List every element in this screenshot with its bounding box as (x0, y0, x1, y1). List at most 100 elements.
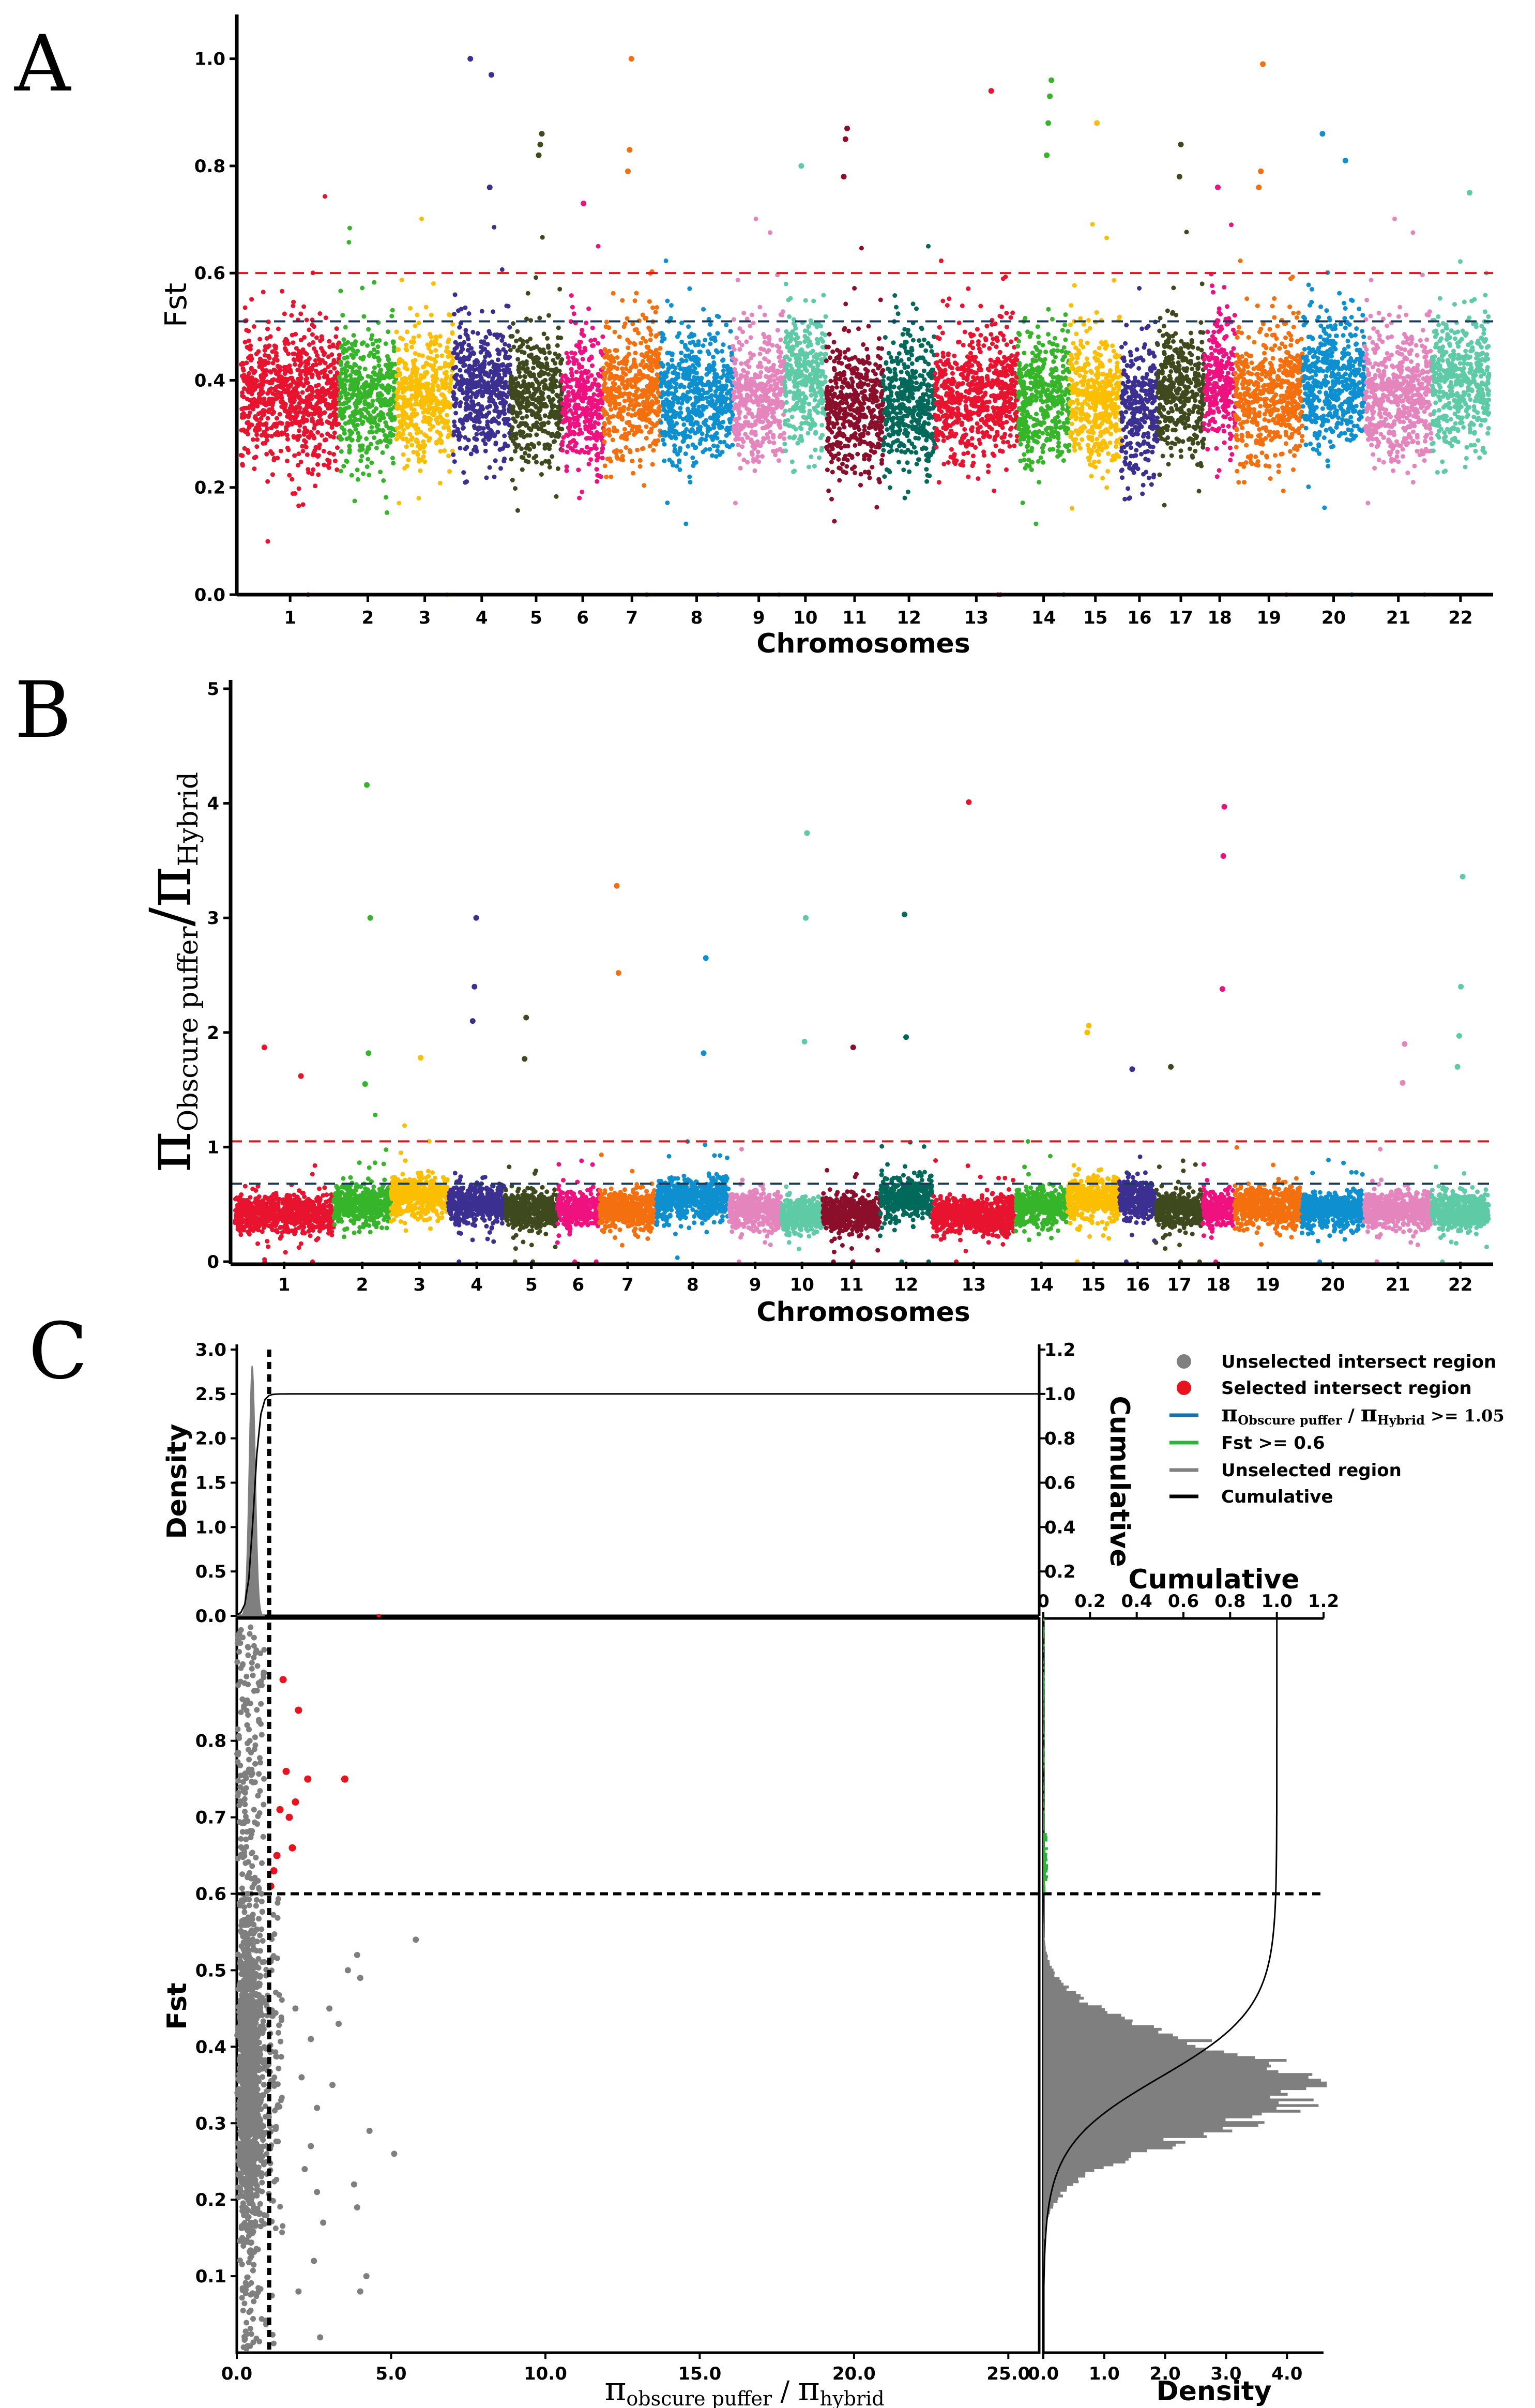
selected-point (279, 1676, 287, 1684)
y-tick-label: 1 (207, 1137, 219, 1158)
outlier-point (844, 125, 850, 131)
x-tick-label: 3 (414, 1275, 426, 1295)
y-tick-label: 1.0 (194, 49, 225, 70)
right-top-tick-label: 0.8 (1214, 1591, 1245, 1612)
panel-c-xlabel: πobscure puffer / πhybrid (604, 2370, 884, 2408)
x-tick-label: 8 (691, 608, 703, 628)
y-tick-label: 0.8 (194, 156, 225, 177)
chromosome-15-cloud (1065, 1163, 1122, 1264)
top-right-tick-label: 0.4 (1044, 1517, 1075, 1538)
outlier-point (903, 1034, 909, 1040)
right-density-histogram-selected (1043, 1618, 1048, 1892)
panel-b-y-ticks: 0 1 2 3 4 5 (207, 679, 231, 1273)
outlier-point (581, 201, 587, 206)
outlier-point (472, 983, 478, 990)
x-tick-label: 17 (1167, 1275, 1191, 1295)
chromosome-8-points (654, 1139, 732, 1260)
chromosome-21-cloud (1362, 216, 1435, 597)
outlier-point (1084, 1029, 1090, 1036)
selected-point (285, 1813, 293, 1821)
outlier-point (362, 1081, 368, 1087)
panel-b-y-title-slash: / (138, 907, 204, 927)
chromosome-3-cloud (394, 216, 455, 597)
selected-point (295, 1706, 302, 1714)
selected-point (282, 1767, 290, 1775)
chromosome-18-cloud (1202, 222, 1238, 479)
outlier-point (841, 174, 847, 180)
x-tick-label: 1 (278, 1275, 291, 1295)
outlier-point (1454, 1064, 1461, 1070)
top-left-tick-label: 0.0 (195, 1606, 226, 1627)
legend-sub1: Obscure puffer (1238, 1413, 1342, 1428)
x-tick-label: 21 (1386, 1275, 1410, 1295)
x-tick-label: 6 (576, 608, 589, 628)
svg-text:πObscure puffer/πHybrid: πObscure puffer/πHybrid (133, 772, 205, 1172)
x-tick-label: 5 (525, 1275, 538, 1295)
legend-label-cumulative: Cumulative (1221, 1487, 1333, 1507)
x-tick-label: 1 (284, 608, 296, 628)
legend-pi2: π (1361, 1401, 1377, 1427)
chromosome-14-points (1013, 1139, 1070, 1243)
top-left-tick-label: 0.5 (195, 1562, 226, 1582)
outlier-point (523, 1014, 529, 1021)
panel-c-right-xlabel-density: Density (1157, 2376, 1272, 2407)
top-left-tick-label: 1.0 (195, 1517, 226, 1538)
top-density-histogram (237, 1366, 265, 1616)
chromosome-16-points (1117, 1154, 1158, 1264)
right-top-tick-label: 0.4 (1121, 1591, 1152, 1612)
y-tick-label: 4 (207, 794, 219, 814)
outlier-point (1045, 120, 1052, 126)
right-density-histogram (1043, 1892, 1327, 2353)
outlier-point (1402, 1041, 1408, 1047)
chromosome-19-cloud (1232, 1145, 1304, 1247)
top-left-tick-label: 3.0 (195, 1340, 226, 1360)
unselected-point (292, 2005, 299, 2012)
outlier-point (367, 915, 373, 921)
chromosome-14-cloud (1015, 307, 1072, 597)
x-tick-label: 12 (896, 608, 921, 628)
chromosome-18-cloud (1200, 1162, 1236, 1264)
unselected-point (357, 2288, 363, 2295)
legend-label-pi-threshold: πObscure puffer / πHybrid >= 1.05 (1221, 1401, 1504, 1428)
outlier-point (1129, 1066, 1135, 1072)
y-tick-label: 0.4 (195, 2037, 226, 2057)
chromosome-9-points (727, 1147, 784, 1264)
chromosome-22-points (1429, 1164, 1491, 1264)
unselected-point (308, 2143, 314, 2149)
y-tick-label: 5 (207, 679, 219, 700)
panel-c-ylabel-fst: Fst (162, 1982, 193, 2030)
chromosome-2-points (337, 225, 399, 515)
chromosome-21-points (1362, 1147, 1434, 1264)
chromosome-13-points (930, 1158, 1018, 1264)
x-tick-label: 20 (1321, 608, 1346, 628)
unselected-point (354, 2204, 360, 2210)
outlier-point (489, 72, 494, 78)
y-tick-label: 0.7 (195, 1808, 226, 1828)
chromosome-22-cloud (1430, 259, 1492, 475)
x-tick-label: 19 (1256, 1275, 1280, 1295)
outlier-point (801, 1039, 808, 1044)
x-tick-label: 11 (839, 1275, 863, 1295)
right-top-tick-label: 0.6 (1168, 1591, 1199, 1612)
selected-point (276, 1806, 284, 1813)
chromosome-2-cloud (337, 225, 399, 515)
chromosome-4-points (446, 1171, 508, 1264)
chromosome-19-points (1232, 1145, 1304, 1247)
outlier-point (1178, 142, 1184, 147)
unselected-point (314, 2104, 321, 2111)
x-tick-label: 10.0 (524, 2364, 567, 2384)
unselected-point (413, 1936, 419, 1943)
outlier-point (1094, 120, 1100, 126)
x-tick-label: 12 (894, 1275, 918, 1295)
x-tick-label: 2 (362, 608, 374, 628)
unselected-point (314, 2189, 321, 2195)
outlier-point (473, 915, 479, 921)
panel-c-top-ylabel-cumulative: Cumulative (1104, 1396, 1135, 1567)
y-tick-label: 0.6 (194, 263, 225, 284)
unselected-point (298, 2074, 305, 2081)
right-top-tick-label: 0 (1037, 1591, 1050, 1612)
right-bottom-tick-label: 2.0 (1150, 2364, 1181, 2384)
panel-b-x-title: Chromosomes (756, 1297, 970, 1328)
panel-letter-c: C (28, 1307, 88, 1397)
selected-point (270, 1867, 278, 1875)
